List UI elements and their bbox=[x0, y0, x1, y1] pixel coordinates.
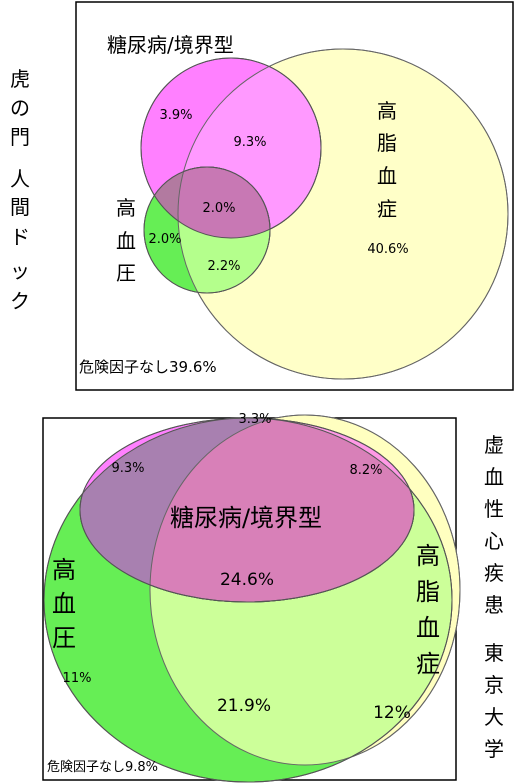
top-side-title-char: の bbox=[10, 96, 30, 120]
svg-text:高: 高 bbox=[52, 556, 76, 584]
bottom-pct-left: 11% bbox=[63, 671, 92, 686]
svg-text:血: 血 bbox=[484, 465, 504, 489]
svg-text:大: 大 bbox=[484, 705, 504, 729]
top-panel-frame bbox=[75, 1, 514, 391]
top-side-title-char: ッ bbox=[10, 259, 30, 283]
top-diabetes-label: 糖尿病/境界型 bbox=[107, 33, 234, 57]
svg-text:血: 血 bbox=[416, 614, 440, 642]
bottom-pct-left-top: 9.3% bbox=[111, 461, 144, 476]
svg-text:京: 京 bbox=[484, 673, 504, 697]
svg-text:症: 症 bbox=[416, 650, 440, 678]
svg-text:疾: 疾 bbox=[484, 561, 504, 585]
svg-text:高: 高 bbox=[116, 196, 136, 220]
bottom-hypertension-label: 高 血 圧 bbox=[52, 556, 76, 652]
bottom-no-risk-label: 危険因子なし9.8% bbox=[47, 760, 158, 775]
svg-text:圧: 圧 bbox=[116, 261, 136, 285]
bottom-hyperlipidemia-label: 高 脂 血 症 bbox=[416, 542, 440, 678]
svg-text:患: 患 bbox=[484, 593, 504, 617]
bottom-pct-right: 12% bbox=[373, 703, 411, 723]
top-side-title-char: 間 bbox=[10, 195, 30, 219]
top-pct-hypertension-lipid: 2.2% bbox=[207, 259, 240, 274]
top-side-title-char: ド bbox=[10, 225, 30, 249]
top-pct-hypertension-only: 2.0% bbox=[148, 232, 181, 247]
svg-text:圧: 圧 bbox=[52, 624, 76, 652]
top-hyperlipidemia-label: 高 脂 血 症 bbox=[377, 99, 397, 221]
top-side-title: 虎 の 門 人 間 ド ッ ク bbox=[10, 67, 30, 313]
svg-text:性: 性 bbox=[484, 497, 504, 521]
top-side-title-char: 虎 bbox=[10, 67, 30, 91]
svg-text:血: 血 bbox=[377, 164, 397, 188]
svg-text:血: 血 bbox=[52, 590, 76, 618]
top-no-risk-label: 危険因子なし39.6% bbox=[79, 358, 217, 376]
bottom-pct-top: 3.3% bbox=[238, 412, 271, 427]
svg-text:東: 東 bbox=[484, 641, 504, 665]
svg-text:脂: 脂 bbox=[416, 578, 440, 606]
top-hypertension-label: 高 血 圧 bbox=[116, 196, 136, 285]
svg-text:症: 症 bbox=[377, 197, 397, 221]
top-pct-lipid-only: 40.6% bbox=[367, 242, 408, 257]
bottom-pct-lower-center: 21.9% bbox=[217, 696, 271, 716]
bottom-diabetes-label: 糖尿病/境界型 bbox=[170, 504, 322, 532]
top-pct-diabetes-only: 3.9% bbox=[159, 108, 192, 123]
top-pct-all-three: 2.0% bbox=[202, 201, 235, 216]
top-side-title-char: 門 bbox=[10, 125, 30, 149]
svg-text:高: 高 bbox=[377, 99, 397, 123]
svg-text:虚: 虚 bbox=[484, 433, 504, 457]
svg-text:心: 心 bbox=[484, 529, 504, 553]
bottom-side-title: 虚 血 性 心 疾 患 東 京 大 学 bbox=[484, 433, 504, 761]
top-side-title-char: 人 bbox=[10, 167, 30, 191]
svg-text:学: 学 bbox=[484, 737, 504, 761]
bottom-pct-center: 24.6% bbox=[220, 570, 274, 590]
bottom-pct-right-top: 8.2% bbox=[349, 463, 382, 478]
top-side-title-char: ク bbox=[10, 289, 30, 313]
svg-text:血: 血 bbox=[116, 229, 136, 253]
top-pct-diabetes-lipid: 9.3% bbox=[233, 135, 266, 150]
svg-text:高: 高 bbox=[416, 542, 440, 570]
svg-text:脂: 脂 bbox=[377, 131, 397, 155]
